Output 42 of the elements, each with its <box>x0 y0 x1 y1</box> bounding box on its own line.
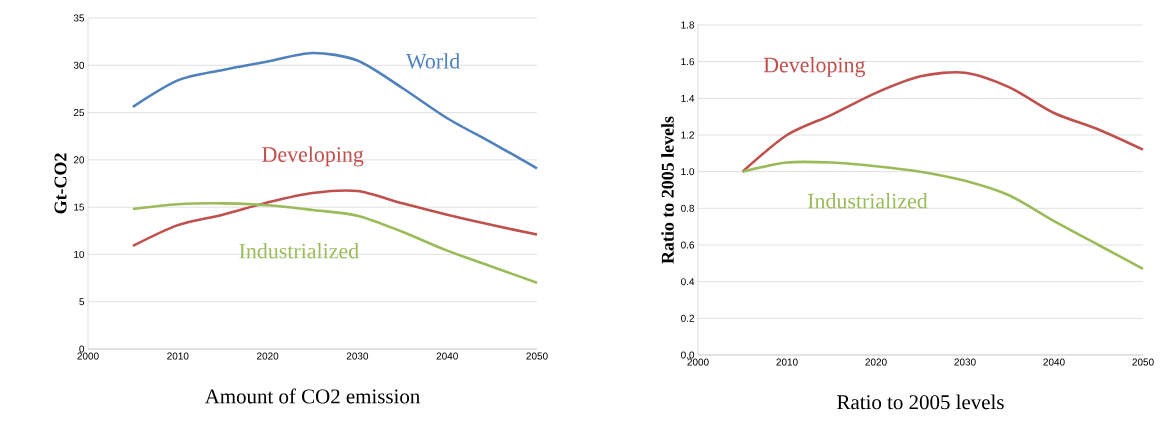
y-tick-label: 15 <box>74 203 85 211</box>
y-tick-label: 10 <box>74 250 85 258</box>
y-tick-label: 1.6 <box>681 58 695 66</box>
x-tick-label: 2020 <box>257 352 279 360</box>
x-tick-label: 2010 <box>167 352 189 360</box>
y-tick-label: 1.8 <box>681 21 695 29</box>
y-tick-label: 0.2 <box>681 314 694 322</box>
x-tick-label: 2020 <box>865 358 887 366</box>
y-tick-label: 0.0 <box>681 351 695 359</box>
text: Amount of CO2 emission <box>204 388 420 404</box>
series-label: Industrialized <box>808 193 928 209</box>
y-tick-label: 20 <box>73 156 85 164</box>
series-label: Developing <box>262 146 364 167</box>
y-tick-label: 35 <box>73 14 85 22</box>
y-tick-label: 0 <box>79 345 85 353</box>
x-tick-label: 2000 <box>77 352 99 360</box>
y-tick-label: 1.0 <box>681 168 695 176</box>
x-tick-label: 2050 <box>1132 358 1154 366</box>
text: Ratio to 2005 levels <box>837 394 1004 410</box>
y-tick-label: 5 <box>79 298 85 306</box>
line-series <box>741 160 1145 271</box>
y-tick-label: 25 <box>73 109 85 117</box>
y-tick-label: 0.8 <box>681 204 695 212</box>
x-tick-label: 2040 <box>436 352 458 360</box>
y-axis-title: Ratio to 2005 levels <box>661 116 674 264</box>
x-tick-label: 2040 <box>1043 358 1065 366</box>
series-label: Industrialized <box>239 243 359 259</box>
line-series <box>131 202 539 285</box>
y-tick-label: 0.4 <box>681 278 695 286</box>
y-tick-label: 0.6 <box>681 241 695 249</box>
y-tick-label: 1.2 <box>681 131 694 139</box>
line-series <box>131 51 539 170</box>
series-label: Developing <box>763 56 866 77</box>
y-axis-title: Gt-CO2 <box>54 153 67 214</box>
x-tick-label: 2010 <box>776 358 798 366</box>
x-tick-label: 2030 <box>954 358 976 366</box>
y-tick-label: 30 <box>73 61 85 69</box>
x-tick-label: 2050 <box>526 352 548 360</box>
x-tick-label: 2000 <box>687 358 709 366</box>
x-tick-label: 2030 <box>346 352 369 360</box>
y-tick-label: 1.4 <box>681 94 695 102</box>
series-label: World <box>405 53 460 69</box>
